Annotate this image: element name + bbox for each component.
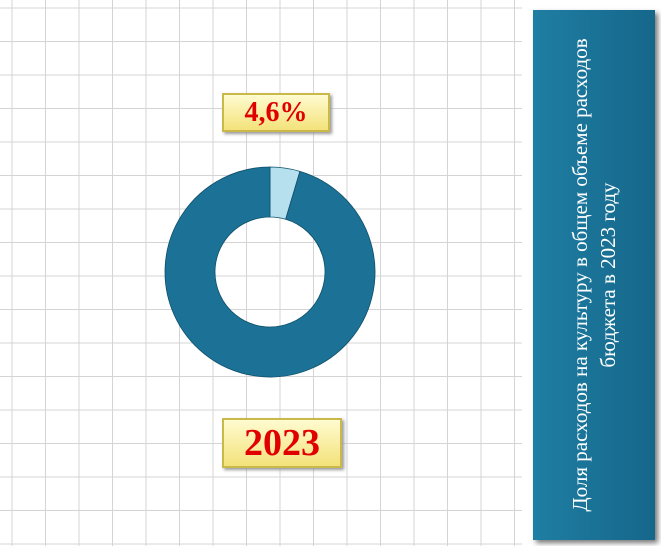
title-panel: Доля расходов на культуру в общем объеме…	[533, 10, 655, 540]
donut-slice	[164, 166, 376, 378]
value-label: 4,6%	[222, 93, 330, 132]
year-label: 2023	[222, 418, 342, 468]
chart-title: Доля расходов на культуру в общем объеме…	[568, 38, 620, 512]
